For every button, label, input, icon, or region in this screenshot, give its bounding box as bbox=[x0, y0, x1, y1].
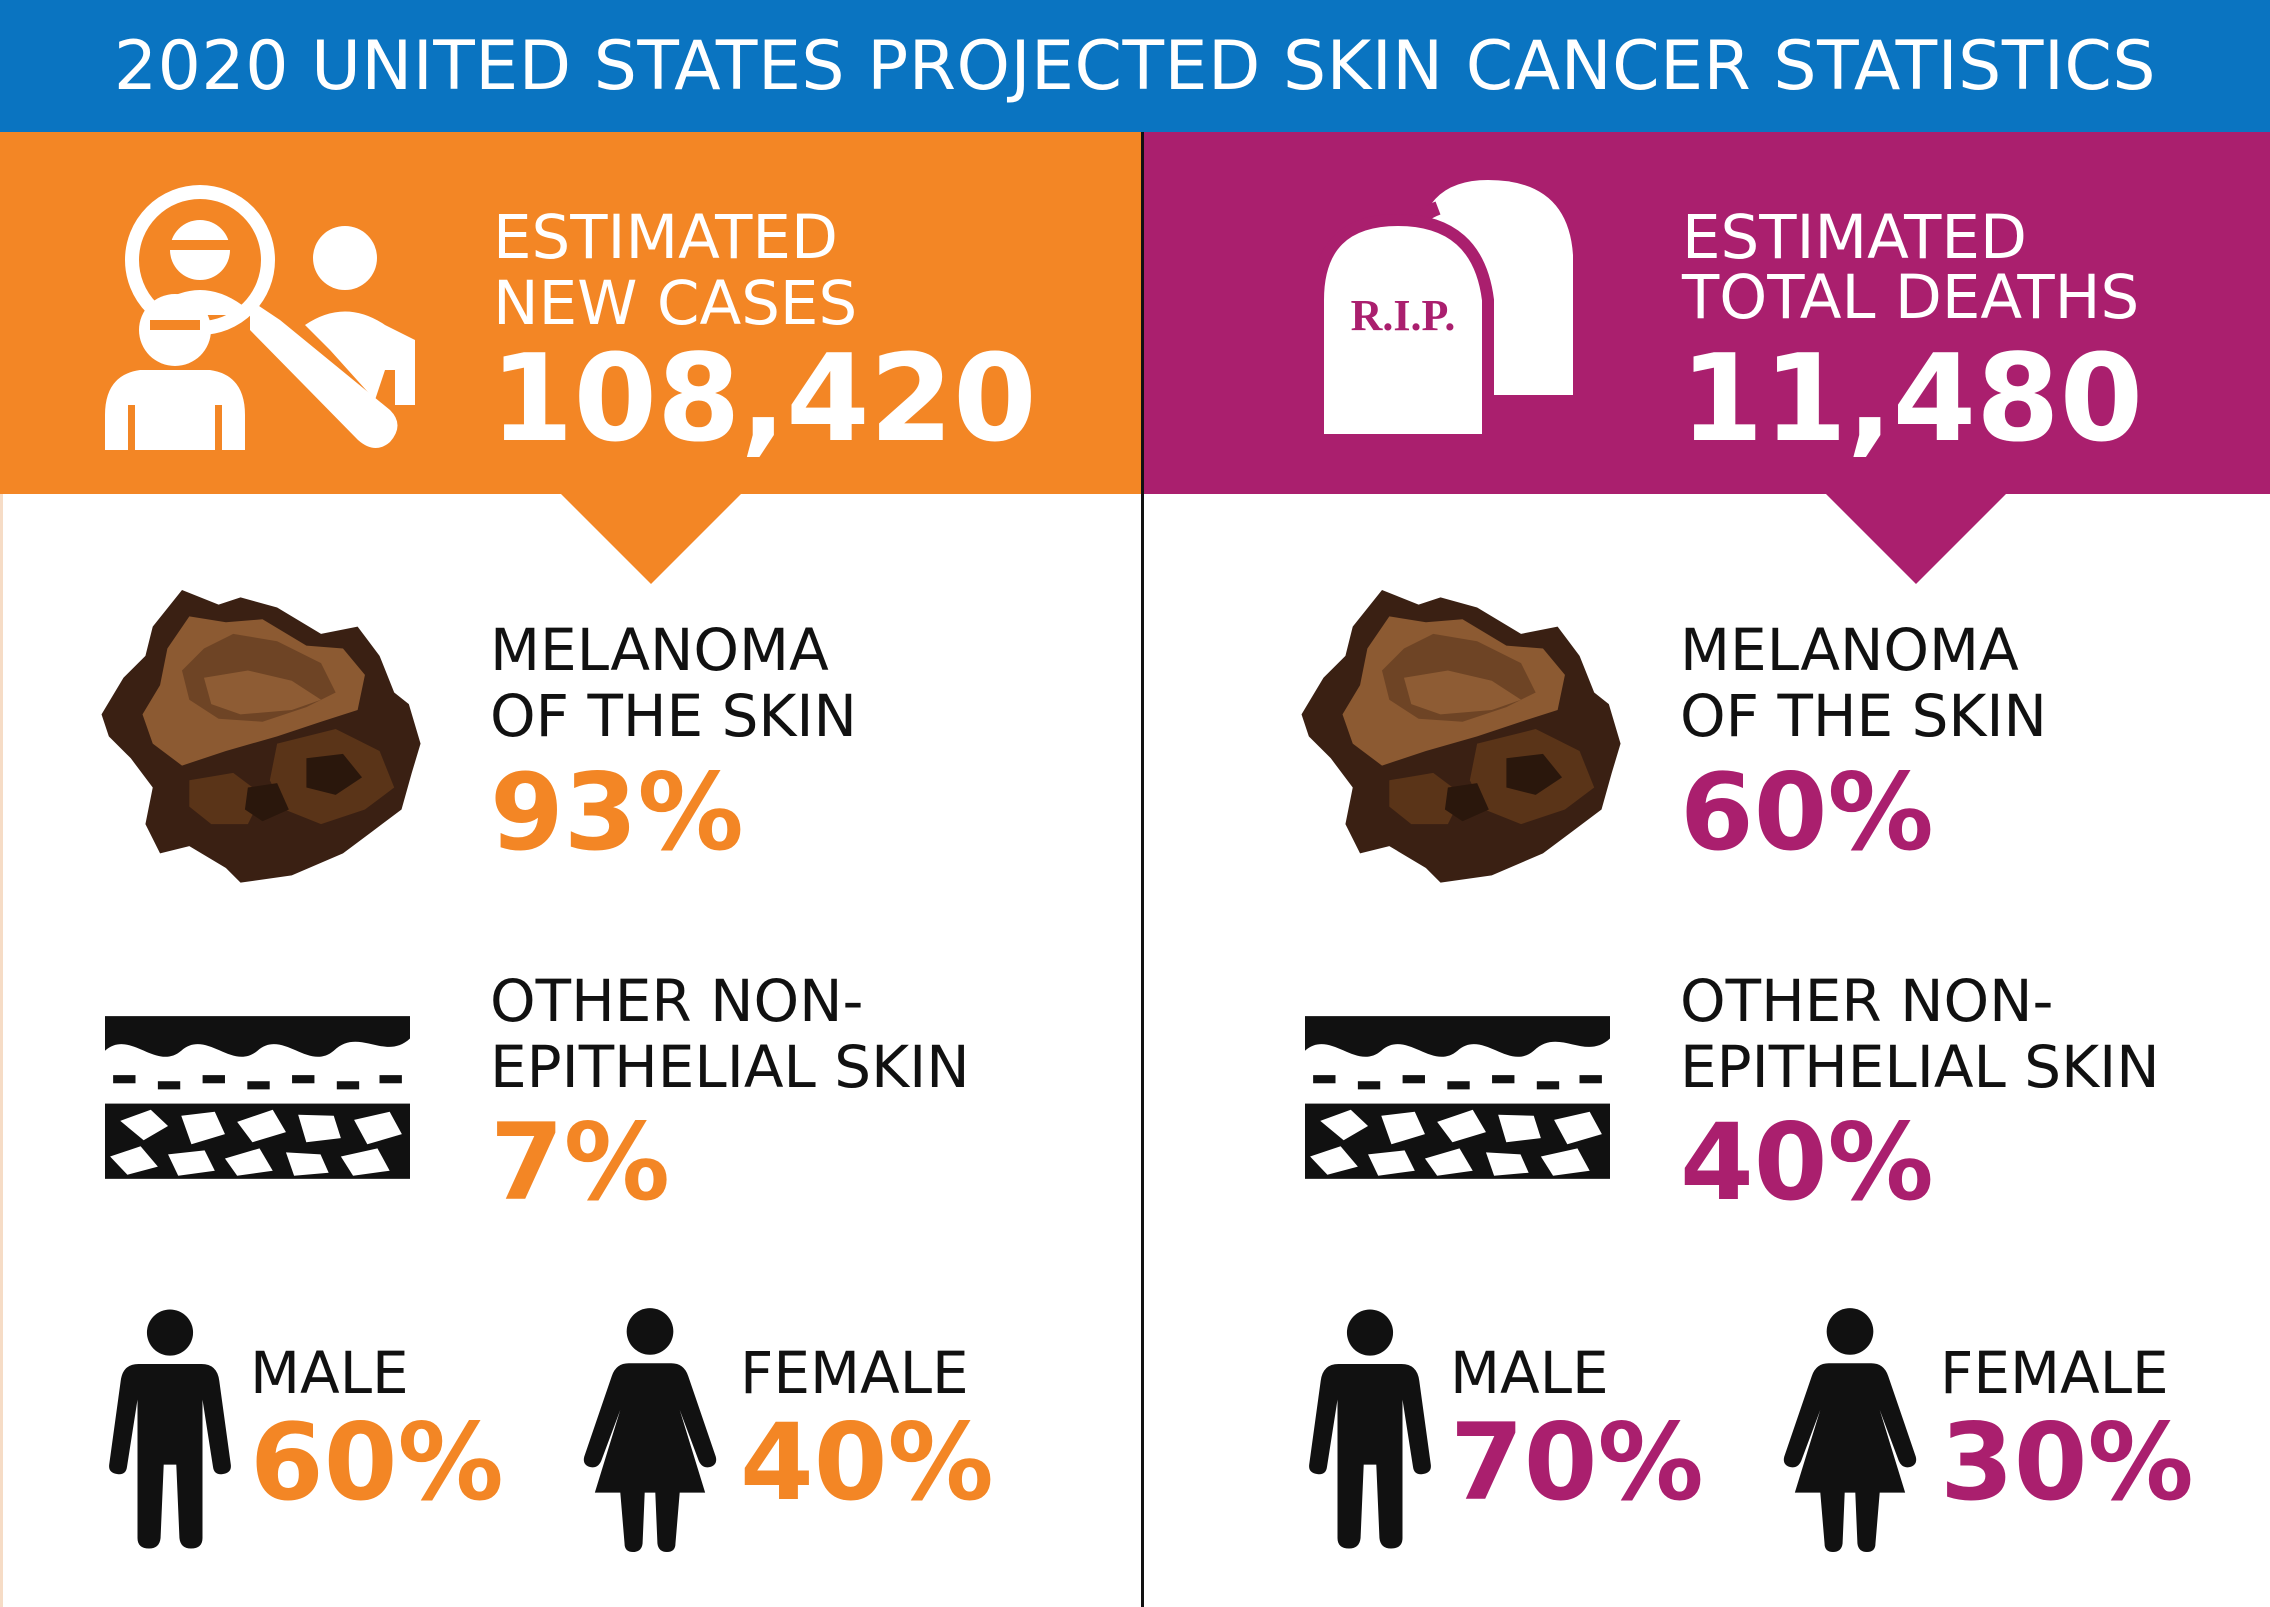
cases-label-line1: ESTIMATED bbox=[493, 202, 838, 273]
title-bar: 2020 UNITED STATES PROJECTED SKIN CANCER… bbox=[0, 0, 2270, 132]
tombstone-icon: R.I.P. bbox=[1318, 180, 1573, 440]
female-figure-icon bbox=[1783, 1308, 1917, 1553]
left-edge-line bbox=[0, 494, 3, 1607]
cases-male-label: MALE bbox=[250, 1339, 409, 1407]
deaths-other-line2: EPITHELIAL SKIN bbox=[1680, 1033, 2160, 1101]
cases-female-label: FEMALE bbox=[740, 1339, 969, 1407]
deaths-male-label: MALE bbox=[1450, 1339, 1609, 1407]
cases-banner-pointer bbox=[559, 492, 743, 584]
male-figure-icon bbox=[109, 1309, 231, 1549]
deaths-male-pct: 70% bbox=[1450, 1401, 1704, 1524]
page-title: 2020 UNITED STATES PROJECTED SKIN CANCER… bbox=[113, 26, 2157, 106]
cases-other-line2: EPITHELIAL SKIN bbox=[490, 1033, 970, 1101]
female-figure-icon bbox=[583, 1308, 717, 1553]
cases-male-pct: 60% bbox=[250, 1401, 504, 1524]
skin-layers-icon bbox=[105, 1016, 410, 1179]
deaths-label-line1: ESTIMATED bbox=[1682, 202, 2027, 273]
skin-layers-icon bbox=[1305, 1016, 1610, 1179]
mole-icon bbox=[101, 590, 421, 883]
male-figure-icon bbox=[1309, 1309, 1431, 1549]
cases-total: 108,420 bbox=[490, 330, 1037, 469]
cases-female-pct: 40% bbox=[740, 1401, 994, 1524]
cases-melanoma-line2: OF THE SKIN bbox=[490, 682, 857, 750]
deaths-banner-pointer bbox=[1824, 492, 2008, 584]
cases-other-line1: OTHER NON- bbox=[490, 967, 864, 1035]
deaths-label-line2: TOTAL DEATHS bbox=[1682, 262, 2140, 333]
deaths-melanoma-line2: OF THE SKIN bbox=[1680, 682, 2047, 750]
deaths-melanoma-pct: 60% bbox=[1680, 751, 1934, 874]
deaths-other-line1: OTHER NON- bbox=[1680, 967, 2054, 1035]
deaths-female-pct: 30% bbox=[1940, 1401, 2194, 1524]
deaths-total: 11,480 bbox=[1680, 330, 2144, 469]
cases-other-pct: 7% bbox=[490, 1101, 670, 1224]
deaths-melanoma-line1: MELANOMA bbox=[1680, 616, 2019, 684]
deaths-female-label: FEMALE bbox=[1940, 1339, 2169, 1407]
cases-melanoma-line1: MELANOMA bbox=[490, 616, 829, 684]
cases-melanoma-pct: 93% bbox=[490, 751, 744, 874]
deaths-other-pct: 40% bbox=[1680, 1101, 1934, 1224]
cases-label-line2: NEW CASES bbox=[493, 268, 858, 339]
column-divider bbox=[1141, 132, 1144, 1607]
tombstone-text: R.I.P. bbox=[1351, 291, 1456, 340]
mole-icon bbox=[1301, 590, 1621, 883]
doctor-examining-patient-with-magnifier-icon bbox=[105, 185, 415, 450]
